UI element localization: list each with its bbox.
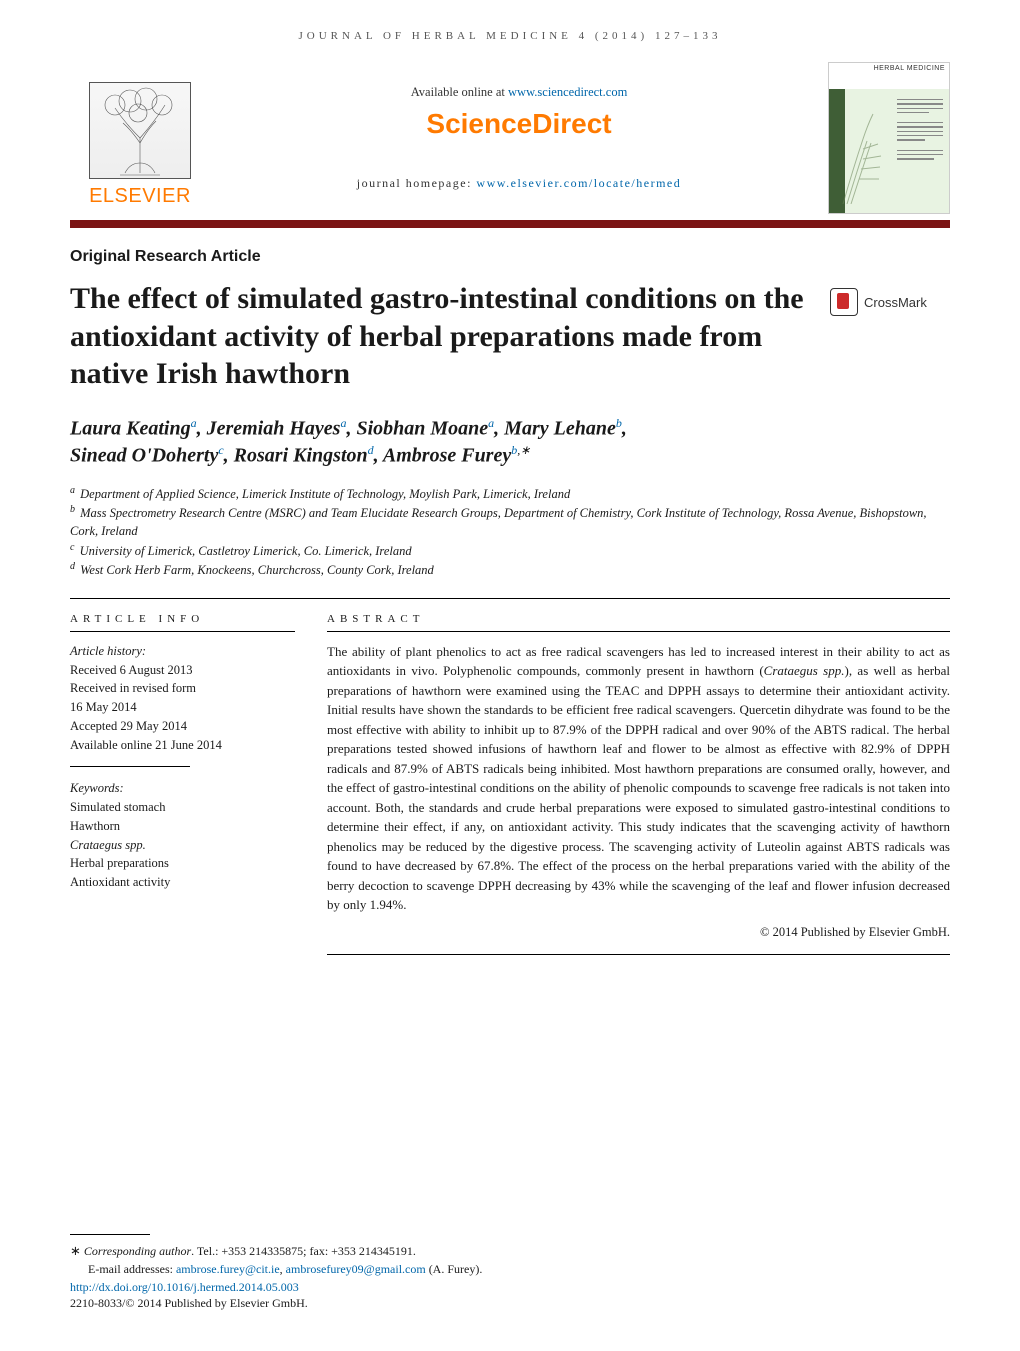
abstract-text: The ability of plant phenolics to act as… [327, 642, 950, 915]
crossmark-icon [830, 288, 858, 316]
article-history: Article history: Received 6 August 2013 … [70, 642, 295, 755]
affiliation-a: a Department of Applied Science, Limeric… [70, 484, 950, 504]
keyword-item: Antioxidant activity [70, 873, 295, 892]
journal-homepage-link[interactable]: www.elsevier.com/locate/hermed [476, 176, 681, 190]
affiliation-c: c University of Limerick, Castletroy Lim… [70, 541, 950, 561]
header-divider [70, 220, 950, 228]
publisher-header: ELSEVIER Available online at www.science… [70, 62, 950, 214]
article-info-heading: ARTICLE INFO [70, 613, 295, 625]
sciencedirect-logo: ScienceDirect [228, 108, 810, 140]
footnote-rule [70, 1234, 150, 1235]
affiliation-b: b Mass Spectrometry Research Centre (MSR… [70, 503, 950, 540]
section-divider [70, 598, 950, 599]
keyword-item: Simulated stomach [70, 798, 295, 817]
elsevier-tree-illustration [89, 82, 191, 179]
email-line: E-mail addresses: ambrose.furey@cit.ie, … [70, 1260, 950, 1278]
history-revised-line1: Received in revised form [70, 679, 295, 698]
history-accepted: Accepted 29 May 2014 [70, 717, 295, 736]
keyword-item: Hawthorn [70, 817, 295, 836]
corresponding-author-note: ∗ Corresponding author. Tel.: +353 21433… [70, 1241, 950, 1261]
abstract-bottom-rule [327, 954, 950, 955]
journal-homepage-line: journal homepage: www.elsevier.com/locat… [228, 176, 810, 191]
email-link-1[interactable]: ambrose.furey@cit.ie [176, 1262, 280, 1276]
journal-cover-thumbnail: HERBAL MEDICINE [828, 62, 950, 214]
abstract-rule [327, 631, 950, 632]
keywords-label: Keywords: [70, 779, 295, 798]
keywords-rule [70, 766, 190, 767]
affiliations-list: a Department of Applied Science, Limeric… [70, 484, 950, 580]
history-label: Article history: [70, 642, 295, 661]
article-title: The effect of simulated gastro-intestina… [70, 280, 812, 393]
sciencedirect-url-link[interactable]: www.sciencedirect.com [508, 85, 627, 99]
available-online-text: Available online at www.sciencedirect.co… [228, 85, 810, 100]
authors-list: Laura Keatinga, Jeremiah Hayesa, Siobhan… [70, 415, 950, 470]
affiliation-d: d West Cork Herb Farm, Knockeens, Church… [70, 560, 950, 580]
issn-copyright-line: 2210-8033/© 2014 Published by Elsevier G… [70, 1296, 950, 1311]
footer: ∗ Corresponding author. Tel.: +353 21433… [70, 1234, 950, 1312]
elsevier-wordmark: ELSEVIER [89, 185, 191, 208]
keyword-item: Herbal preparations [70, 854, 295, 873]
keywords-block: Keywords: Simulated stomachHawthornCrata… [70, 779, 295, 892]
keyword-item: Crataegus spp. [70, 836, 295, 855]
article-type: Original Research Article [70, 248, 950, 266]
history-received: Received 6 August 2013 [70, 661, 295, 680]
history-online: Available online 21 June 2014 [70, 736, 295, 755]
running-header: JOURNAL OF HERBAL MEDICINE 4 (2014) 127–… [70, 30, 950, 42]
article-info-rule [70, 631, 295, 632]
copyright-line: © 2014 Published by Elsevier GmbH. [327, 925, 950, 940]
crossmark-badge[interactable]: CrossMark [830, 288, 950, 316]
abstract-heading: ABSTRACT [327, 613, 950, 625]
doi-link[interactable]: http://dx.doi.org/10.1016/j.hermed.2014.… [70, 1280, 299, 1294]
elsevier-logo: ELSEVIER [70, 68, 210, 208]
email-link-2[interactable]: ambrosefurey09@gmail.com [286, 1262, 426, 1276]
history-revised-line2: 16 May 2014 [70, 698, 295, 717]
crossmark-label: CrossMark [864, 295, 927, 310]
